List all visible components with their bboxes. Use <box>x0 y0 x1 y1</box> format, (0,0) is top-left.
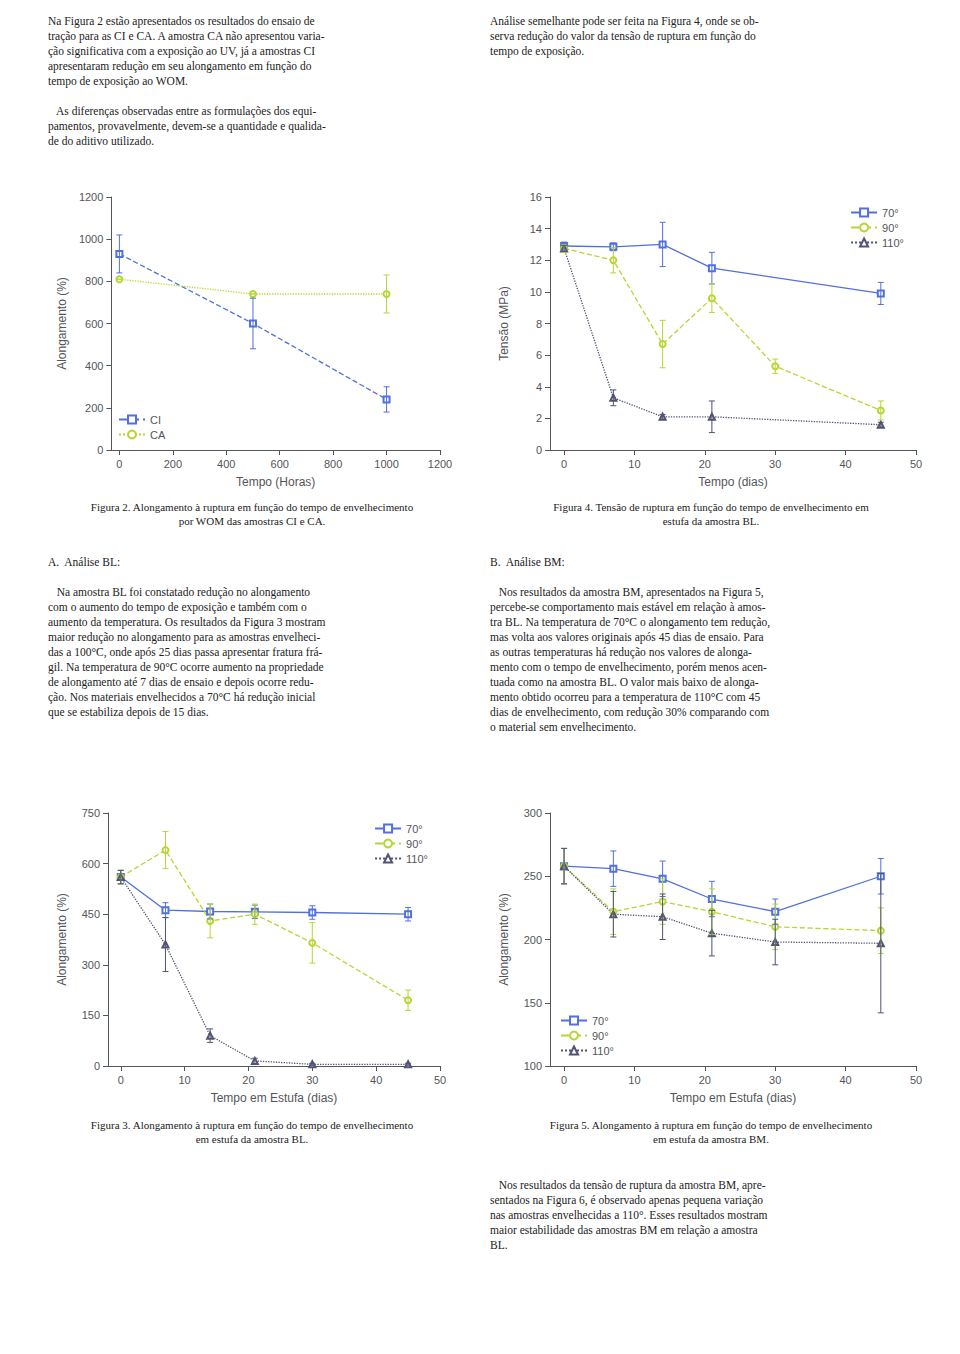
svg-text:30: 30 <box>769 1074 781 1086</box>
html-text:Nos resultados da tensão de ru: Nos resultados da tensão de ruptura da a… <box>490 1179 768 1251</box>
svg-text:70°: 70° <box>406 823 423 835</box>
svg-text:0: 0 <box>116 458 122 470</box>
svg-text:200: 200 <box>524 934 542 946</box>
svg-text:Tempo (dias): Tempo (dias) <box>698 475 767 489</box>
svg-text:10: 10 <box>530 286 542 298</box>
svg-text:6: 6 <box>536 349 542 361</box>
html-text:Figura 3. Alongamento à ruptur: Figura 3. Alongamento à ruptura em funçã… <box>90 1119 414 1145</box>
svg-text:Alongamento (%): Alongamento (%) <box>55 893 69 986</box>
html-text:Figura 2. Alongamento à ruptur: Figura 2. Alongamento à ruptura em funçã… <box>90 501 414 527</box>
svg-text:250: 250 <box>524 870 542 882</box>
svg-text:70°: 70° <box>592 1015 609 1027</box>
svg-text:1000: 1000 <box>374 458 398 470</box>
svg-text:30: 30 <box>769 458 781 470</box>
svg-text:300: 300 <box>524 807 542 819</box>
svg-text:150: 150 <box>82 1009 100 1021</box>
svg-text:20: 20 <box>699 458 711 470</box>
svg-text:600: 600 <box>85 318 103 330</box>
svg-text:40: 40 <box>839 458 851 470</box>
html-text:Figura 4. Tensão de ruptura em: Figura 4. Tensão de ruptura em função do… <box>553 501 869 527</box>
svg-text:12: 12 <box>530 254 542 266</box>
svg-text:Alongamento (%): Alongamento (%) <box>497 893 511 986</box>
svg-text:Tempo em Estufa (dias): Tempo em Estufa (dias) <box>211 1091 338 1105</box>
svg-text:0: 0 <box>561 458 567 470</box>
svg-text:0: 0 <box>118 1074 124 1086</box>
svg-text:2: 2 <box>536 412 542 424</box>
svg-text:Tempo (Horas): Tempo (Horas) <box>236 475 315 489</box>
html-text:A. Análise BL: Na amostra BL f: A. Análise BL: Na amostra BL foi constat… <box>48 556 326 718</box>
svg-text:70°: 70° <box>882 207 899 219</box>
svg-text:0: 0 <box>97 444 103 456</box>
svg-text:800: 800 <box>85 275 103 287</box>
svg-text:40: 40 <box>839 1074 851 1086</box>
svg-text:10: 10 <box>628 1074 640 1086</box>
svg-text:400: 400 <box>217 458 235 470</box>
html-text:B. Análise BM: Nos resultados: B. Análise BM: Nos resultados da amostra… <box>490 556 771 733</box>
svg-text:30: 30 <box>306 1074 318 1086</box>
svg-text:Tensão (MPa): Tensão (MPa) <box>497 286 511 361</box>
svg-text:16: 16 <box>530 191 542 203</box>
svg-text:110°: 110° <box>406 853 428 865</box>
svg-text:10: 10 <box>628 458 640 470</box>
svg-text:150: 150 <box>524 997 542 1009</box>
svg-text:200: 200 <box>164 458 182 470</box>
svg-text:1200: 1200 <box>428 458 452 470</box>
svg-text:0: 0 <box>561 1074 567 1086</box>
svg-text:200: 200 <box>85 402 103 414</box>
html-text:Análise semelhante pode ser fe: Análise semelhante pode ser feita na Fig… <box>490 15 759 57</box>
svg-text:50: 50 <box>910 1074 922 1086</box>
svg-text:1200: 1200 <box>79 191 103 203</box>
svg-text:CI: CI <box>150 414 161 426</box>
svg-text:CA: CA <box>150 429 166 441</box>
svg-text:0: 0 <box>536 444 542 456</box>
svg-text:600: 600 <box>82 858 100 870</box>
svg-text:90°: 90° <box>882 222 899 234</box>
svg-text:600: 600 <box>271 458 289 470</box>
svg-text:750: 750 <box>82 807 100 819</box>
svg-text:90°: 90° <box>406 838 423 850</box>
svg-text:90°: 90° <box>592 1030 609 1042</box>
svg-text:400: 400 <box>85 360 103 372</box>
html-text:Na Figura 2 estão apresentados: Na Figura 2 estão apresentados os result… <box>48 15 326 147</box>
svg-text:Tempo em Estufa (dias): Tempo em Estufa (dias) <box>670 1091 797 1105</box>
svg-text:Alongamento (%): Alongamento (%) <box>55 277 69 370</box>
svg-text:4: 4 <box>536 381 542 393</box>
svg-text:800: 800 <box>324 458 342 470</box>
svg-text:14: 14 <box>530 223 542 235</box>
svg-text:20: 20 <box>699 1074 711 1086</box>
svg-text:20: 20 <box>242 1074 254 1086</box>
svg-text:110°: 110° <box>592 1045 614 1057</box>
svg-text:8: 8 <box>536 318 542 330</box>
svg-text:300: 300 <box>82 959 100 971</box>
svg-text:0: 0 <box>94 1060 100 1072</box>
svg-text:10: 10 <box>178 1074 190 1086</box>
svg-text:1000: 1000 <box>79 233 103 245</box>
svg-text:40: 40 <box>370 1074 382 1086</box>
html-text:Figura 5. Alongamento à ruptur: Figura 5. Alongamento à ruptura em funçã… <box>549 1119 873 1145</box>
svg-text:50: 50 <box>910 458 922 470</box>
svg-text:450: 450 <box>82 908 100 920</box>
svg-text:100: 100 <box>524 1060 542 1072</box>
svg-text:50: 50 <box>434 1074 446 1086</box>
svg-text:110°: 110° <box>882 237 904 249</box>
